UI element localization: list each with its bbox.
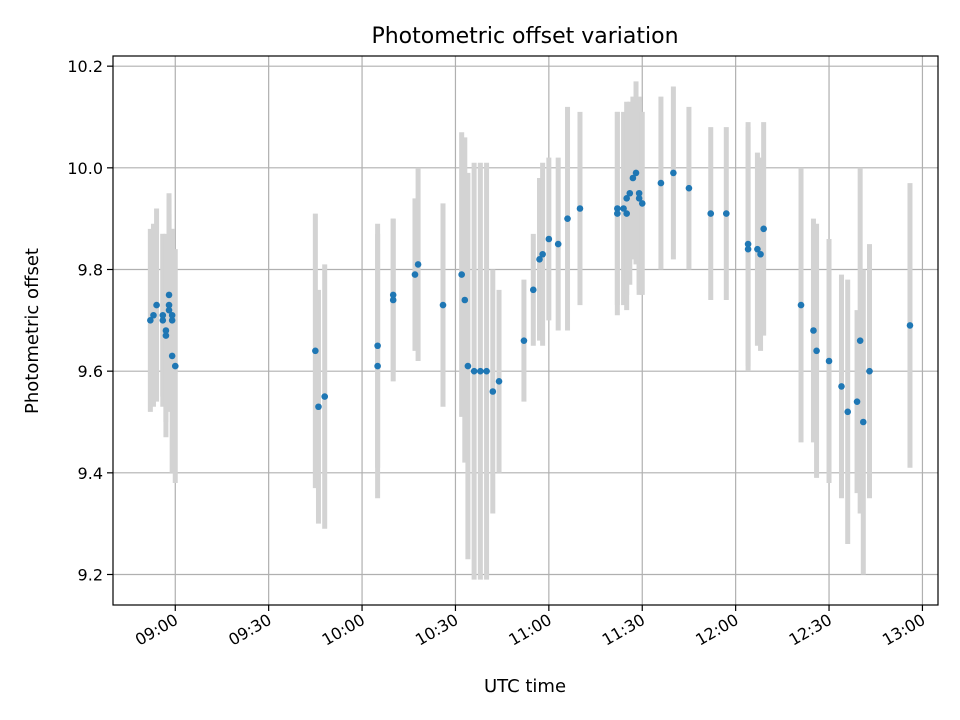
- y-tick-label: 10.2: [67, 57, 103, 76]
- data-point: [159, 317, 167, 324]
- data-point: [439, 301, 447, 309]
- data-point: [171, 362, 179, 370]
- data-point: [853, 398, 861, 405]
- data-point: [576, 205, 584, 212]
- data-point: [374, 342, 381, 350]
- x-tick-label: 10:00: [319, 610, 368, 650]
- data-point: [414, 261, 422, 268]
- data-point: [315, 403, 322, 411]
- data-point: [638, 200, 646, 207]
- data-point: [162, 332, 170, 339]
- data-point: [810, 327, 817, 334]
- x-tick-label: 11:00: [505, 610, 554, 650]
- data-point: [389, 296, 397, 304]
- data-point: [312, 347, 319, 355]
- data-point: [614, 205, 621, 212]
- data-point: [635, 195, 643, 202]
- y-tick-label: 9.6: [78, 362, 103, 381]
- data-point: [620, 205, 627, 212]
- data-point: [859, 418, 867, 426]
- data-point: [520, 337, 528, 344]
- data-point: [389, 291, 397, 299]
- data-point: [797, 301, 805, 309]
- data-point: [838, 383, 845, 390]
- data-point: [856, 337, 864, 344]
- data-point: [545, 235, 553, 243]
- x-tick-label: 13:00: [879, 610, 928, 650]
- y-axis: 9.2 9.4 9.6 9.8 10.0 10.2: [67, 57, 113, 585]
- data-point: [168, 317, 176, 324]
- data-point: [159, 311, 167, 319]
- x-tick-label: 10:30: [412, 610, 461, 650]
- y-tick-label: 9.8: [78, 261, 103, 280]
- data-point: [168, 352, 176, 360]
- data-point: [623, 210, 630, 217]
- data-point: [165, 306, 173, 314]
- data-point: [632, 169, 640, 177]
- data-point: [464, 362, 472, 370]
- data-point: [470, 367, 478, 375]
- data-point: [813, 347, 820, 355]
- data-point: [825, 357, 833, 365]
- y-tick-label: 9.2: [78, 566, 103, 585]
- data-point: [629, 174, 637, 182]
- y-tick-label: 10.0: [67, 159, 103, 178]
- x-tick-label: 12:00: [692, 610, 741, 650]
- data-point: [906, 322, 914, 329]
- data-point: [321, 393, 328, 400]
- data-point: [461, 296, 469, 304]
- data-point: [162, 327, 170, 334]
- data-point: [495, 378, 503, 385]
- x-axis-label: UTC time: [484, 676, 566, 697]
- data-point: [626, 189, 634, 197]
- data-point: [844, 408, 852, 416]
- data-point: [723, 210, 730, 217]
- data-point: [685, 184, 693, 192]
- data-point: [477, 367, 484, 375]
- data-point: [165, 301, 173, 309]
- data-point: [153, 301, 160, 309]
- data-point: [707, 210, 715, 217]
- data-point: [744, 245, 752, 253]
- data-point: [539, 250, 546, 258]
- data-point: [635, 189, 643, 197]
- data-points: [147, 169, 914, 426]
- plot-frame: [112, 55, 939, 606]
- data-point: [754, 245, 761, 253]
- data-point: [147, 317, 154, 324]
- data-point: [623, 195, 630, 202]
- data-point: [529, 286, 537, 294]
- error-bars: [147, 81, 913, 580]
- data-point: [374, 362, 381, 370]
- y-tick-label: 9.4: [78, 464, 103, 483]
- data-point: [657, 179, 665, 187]
- data-point: [757, 250, 764, 258]
- data-point: [411, 271, 419, 278]
- y-axis-label: Photometric offset: [22, 248, 43, 414]
- data-point: [483, 367, 490, 375]
- data-point: [670, 169, 677, 177]
- x-tick-label: 09:30: [225, 610, 274, 650]
- data-point: [760, 225, 767, 233]
- data-point: [165, 291, 173, 299]
- x-tick-label: 11:30: [599, 610, 648, 650]
- data-point: [489, 388, 497, 395]
- data-point: [536, 256, 543, 263]
- data-point: [168, 311, 176, 319]
- data-point: [554, 240, 562, 248]
- data-point: [564, 215, 571, 222]
- data-point: [458, 271, 465, 278]
- chart-title: Photometric offset variation: [371, 24, 678, 49]
- x-tick-label: 09:00: [132, 610, 181, 650]
- data-point: [614, 210, 621, 217]
- x-tick-label: 12:30: [786, 610, 835, 650]
- data-point: [866, 367, 873, 375]
- x-axis: 09:00 09:30 10:00 10:30 11:00 11:30 12:00 12:30…: [132, 605, 928, 650]
- data-point: [150, 311, 157, 319]
- data-point: [744, 240, 752, 248]
